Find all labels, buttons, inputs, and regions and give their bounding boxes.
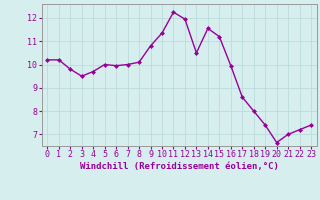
X-axis label: Windchill (Refroidissement éolien,°C): Windchill (Refroidissement éolien,°C) <box>80 162 279 171</box>
